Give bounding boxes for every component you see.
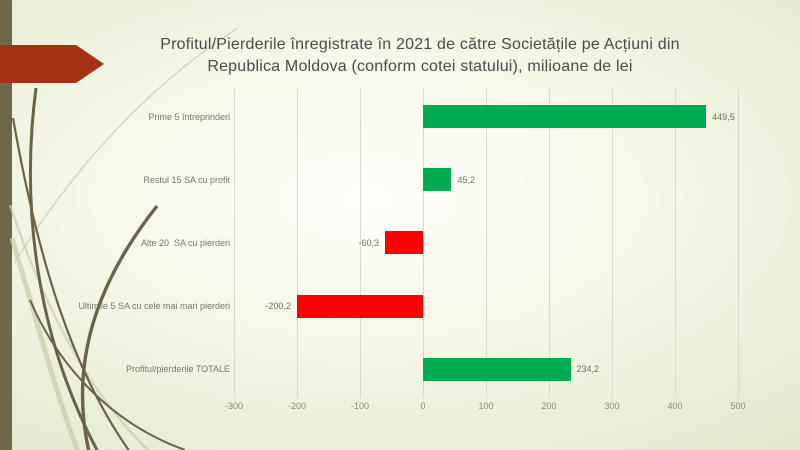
x-axis-tick-label: 400 bbox=[667, 401, 683, 411]
x-axis-tick-label: -100 bbox=[350, 401, 369, 411]
slide-title: Profitul/Pierderile înregistrate în 2021… bbox=[140, 34, 700, 78]
x-axis-tick-label: 500 bbox=[730, 401, 746, 411]
x-axis-tick-label: 200 bbox=[541, 401, 557, 411]
bar bbox=[385, 231, 423, 255]
x-axis-tick-label: -200 bbox=[287, 401, 306, 411]
bar-value-label: -200,2 bbox=[265, 301, 291, 312]
bar bbox=[423, 357, 571, 381]
gridline bbox=[360, 89, 361, 398]
category-label: Restul 15 SA cu profit bbox=[143, 174, 230, 185]
category-label: Ultimile 5 SA cu cele mai mari pierderi bbox=[78, 301, 230, 312]
gridline bbox=[423, 89, 424, 398]
category-label: Prime 5 întreprinderi bbox=[148, 111, 230, 122]
x-axis-tick-label: 300 bbox=[604, 401, 620, 411]
slide-title-line1: Profitul/Pierderile înregistrate în 2021… bbox=[160, 36, 680, 53]
bar bbox=[296, 294, 423, 318]
gridline bbox=[675, 89, 676, 398]
bar-value-label: 45,2 bbox=[457, 174, 475, 185]
bar-value-label: 449,5 bbox=[712, 111, 735, 122]
gridline bbox=[486, 89, 487, 398]
bar-value-label: 234,2 bbox=[576, 364, 600, 375]
gridline bbox=[549, 89, 550, 398]
gridline bbox=[612, 89, 613, 398]
category-label: Alte 20 SA cu pierderi bbox=[140, 237, 230, 248]
gridline bbox=[738, 89, 739, 398]
x-axis-tick-label: -300 bbox=[224, 401, 243, 411]
x-axis-tick-label: 0 bbox=[420, 401, 426, 411]
bar bbox=[423, 105, 707, 128]
bar bbox=[423, 168, 452, 192]
bar-value-label: -60,3 bbox=[358, 237, 379, 248]
slide-title-line2: Republica Moldova (conform cotei statulu… bbox=[207, 58, 633, 75]
x-axis-tick-label: 100 bbox=[478, 401, 494, 411]
gridline bbox=[297, 89, 298, 398]
gridline bbox=[234, 89, 235, 398]
category-label: Profitul/pierderile TOTALE bbox=[125, 364, 230, 375]
